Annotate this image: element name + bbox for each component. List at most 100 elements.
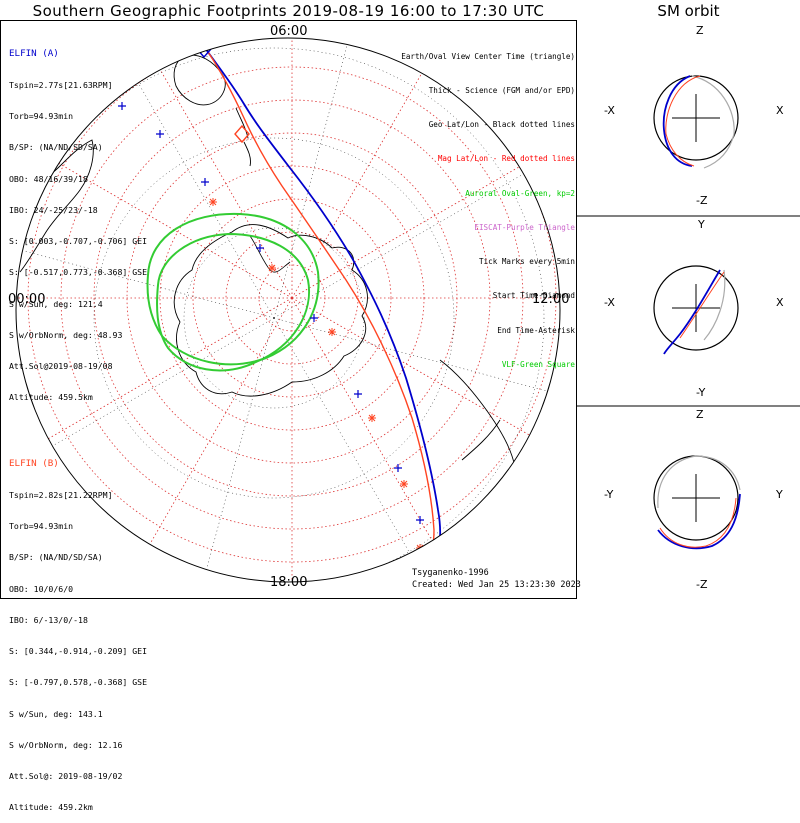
elfin-b-line: Tspin=2.82s[21.22RPM]: [9, 490, 113, 501]
orbit-2-top-label: Y: [698, 218, 705, 231]
elfin-b-tick: [328, 328, 336, 336]
globe-outline: [15, 37, 561, 583]
elfin-a-tick: [156, 130, 164, 138]
orbit-3-elfin-a-orbit: [657, 493, 741, 550]
geo-lat-circle: [93, 137, 455, 499]
map-frame: [0, 20, 577, 599]
mag-lat-circle: [93, 99, 491, 497]
elfin-a-track: [204, 47, 442, 561]
orbit-1-earth-circle: [653, 75, 739, 161]
orbit-2-bottom-label: -Y: [696, 386, 706, 399]
elfin-a-line: S: [-0.517,0.773,-0.368] GSE: [9, 267, 148, 278]
elfin-a-line: Torb=94.93min: [9, 111, 74, 122]
orbit-2-earth-circle: [653, 265, 739, 351]
auroral-oval-inner: [156, 232, 310, 372]
elfin-a-tick: [201, 178, 209, 186]
legend-entry: Geo Lat/Lon - Black dotted lines: [428, 120, 575, 130]
elfin-b-line: IBO: 6/-13/0/-18: [9, 614, 88, 625]
legend-entry: VLF-Green Square: [501, 359, 575, 369]
map-title: Southern Geographic Footprints 2019-08-1…: [32, 2, 545, 20]
elfin-a-line: B/SP: (NA/ND/SD/SA): [9, 142, 103, 153]
orbit-2-full-orbit: [703, 269, 726, 341]
elfin-b-tick: [268, 264, 276, 272]
geo-lon-line: [16, 317, 275, 499]
elfin-b-name: ELFIN (B): [9, 457, 59, 469]
legend-entry: Tick Marks every 5min: [478, 257, 575, 267]
landmass-outline: [173, 54, 226, 106]
elfin-a-tick: [118, 102, 126, 110]
geo-lon-line: [273, 38, 368, 319]
orbit-1-elfin-a-orbit: [662, 75, 693, 167]
elfin-b-start-diamond: [234, 124, 250, 144]
elfin-a-line: Att.Sol@2019-08-19/08: [9, 361, 113, 371]
view-center-triangle: [406, 550, 426, 567]
elfin-b-track: [207, 51, 435, 569]
legend-entry: Thick - Science (FGM and/or EPD): [428, 86, 575, 96]
legend-entry: Earth/Oval View Center Time (triangle): [401, 51, 575, 61]
mlt-label-right: 12:00: [532, 292, 570, 307]
orbit-2-right-label: X: [776, 296, 784, 309]
legend-entry: EISCAT-Purple Triangle: [474, 222, 575, 232]
geo-lon-line: [180, 317, 275, 582]
elfin-b-line: S: [-0.797,0.578,-0.368] GSE: [9, 677, 148, 688]
orbit-3-right-label: Y: [776, 488, 783, 501]
orbit-3-bottom-label: -Z: [696, 578, 708, 591]
elfin-a-line: OBO: 48/16/39/18: [9, 173, 88, 184]
mag-lat-circle: [192, 198, 392, 398]
orbit-3-left-label: -Y: [604, 488, 614, 501]
elfin-b-line: Torb=94.93min: [9, 521, 74, 532]
elfin-a-line: Altitude: 459.5km: [9, 392, 93, 403]
legend-entry: Auroral Oval-Green, kp=2: [465, 188, 575, 198]
orbit-1-bottom-label: -Z: [696, 194, 708, 207]
elfin-b-info: ELFIN (B) Tspin=2.82s[21.22RPM] Torb=94.…: [9, 438, 147, 823]
created-label: Created: Wed Jan 25 13:23:30 2023: [412, 580, 581, 590]
orbit-2-elfin-a-orbit: [663, 269, 721, 355]
elfin-b-line: OBO: 10/0/6/0: [9, 583, 74, 594]
mlt-label-left: 00:00: [8, 292, 46, 307]
orbit-1-right-label: X: [776, 104, 784, 117]
elfin-a-line: S: [0.003,-0.707,-0.706] GEI: [9, 236, 148, 247]
orbit-3-full-orbit: [657, 455, 741, 509]
geo-lon-line: [16, 224, 275, 319]
orbit-3-elfin-b-orbit: [659, 497, 737, 548]
elfin-a-tick: [256, 244, 264, 252]
elfin-b-line: S: [0.344,-0.914,-0.209] GEI: [9, 646, 148, 657]
orbit-1-elfin-b-orbit: [665, 75, 701, 167]
geo-lat-circle: [16, 47, 545, 582]
landmass-outline: [439, 359, 519, 511]
mag-lat-circle: [60, 66, 524, 530]
mlt-label-bottom: 18:00: [270, 575, 308, 590]
elfin-b-line: B/SP: (NA/ND/SD/SA): [9, 552, 103, 563]
footprint-map: [0, 20, 800, 599]
mlt-label-top: 06:00: [270, 24, 308, 39]
legend-entry: Mag Lat/Lon - Red dotted lines: [437, 154, 575, 164]
elfin-a-line: S w/Sun, deg: 121.4: [9, 298, 103, 309]
orbit-1-full-orbit: [691, 75, 735, 169]
geo-lat-circle: [183, 227, 365, 409]
orbit-2-elfin-b-orbit: [679, 271, 725, 339]
antarctica-coastline: [173, 224, 368, 397]
elfin-a-line: Tspin=2.77s[21.63RPM]: [9, 80, 113, 91]
elfin-b-tick: [209, 198, 217, 206]
elfin-a-tick: [394, 464, 402, 472]
elfin-b-line: Altitude: 459.2km: [9, 802, 93, 813]
elfin-a-name: ELFIN (A): [9, 47, 59, 59]
orbit-1-left-label: -X: [604, 104, 615, 117]
orbit-3-top-label: Z: [696, 408, 704, 421]
model-label: Tsyganenko-1996: [412, 568, 489, 578]
elfin-a-tick: [354, 390, 362, 398]
elfin-a-line: IBO: 24/-25/23/-18: [9, 204, 98, 215]
orbit-2-left-label: -X: [604, 296, 615, 309]
landmass-outline: [17, 139, 94, 273]
legend-entry: Start Time-Diamond: [492, 291, 575, 301]
elfin-b-line: S w/OrbNorm, deg: 12.16: [9, 739, 123, 750]
elfin-b-tick: [368, 414, 376, 422]
orbit-title: SM orbit: [657, 2, 720, 20]
elfin-b-line: S w/Sun, deg: 143.1: [9, 708, 103, 719]
elfin-a-info: ELFIN (A) Tspin=2.77s[21.63RPM] Torb=94.…: [9, 28, 147, 413]
elfin-b-tick: [400, 480, 408, 488]
legend-entry: End Time-Asterisk: [497, 325, 575, 335]
elfin-a-line: S w/OrbNorm, deg: 48.93: [9, 329, 123, 340]
elfin-a-tick: [310, 314, 318, 322]
legend: Earth/Oval View Center Time (triangle) T…: [401, 28, 575, 382]
